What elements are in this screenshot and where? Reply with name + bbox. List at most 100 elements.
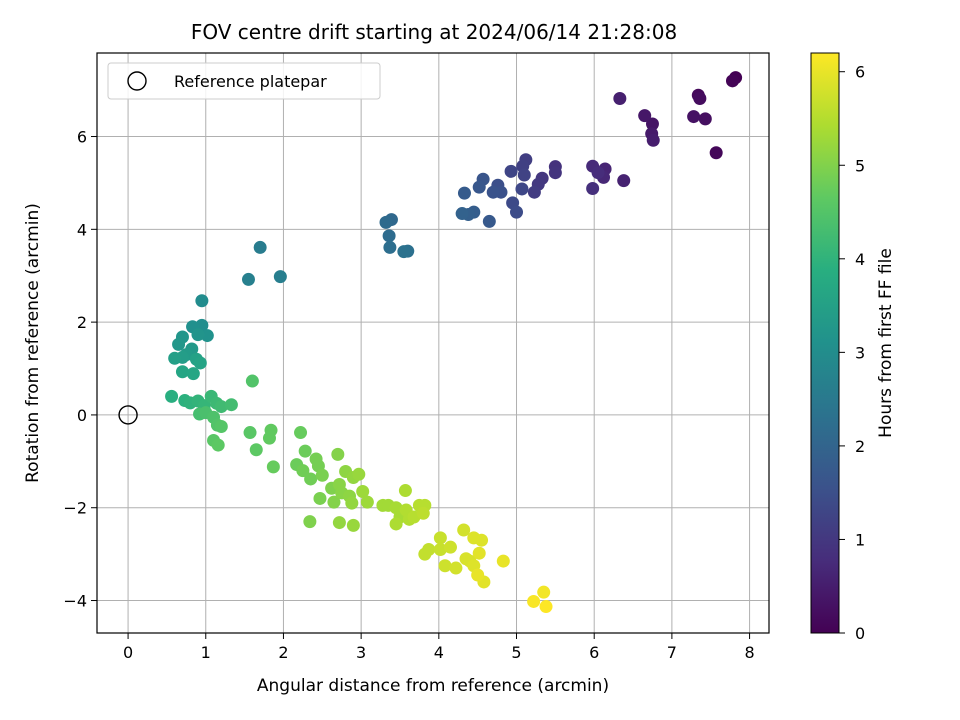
data-point [725, 74, 739, 88]
legend: Reference platepar [107, 62, 381, 100]
data-point [496, 554, 510, 568]
data-points [118, 71, 743, 614]
data-point [613, 91, 627, 105]
x-tick-label: 2 [278, 643, 288, 662]
colorbar-tick-label: 1 [855, 530, 865, 549]
data-point [449, 561, 463, 575]
data-point [687, 110, 701, 124]
data-point [517, 168, 531, 182]
colorbar-tick-label: 2 [855, 437, 865, 456]
data-point [586, 181, 600, 195]
colorbar-tick-label: 3 [855, 343, 865, 362]
data-point [360, 495, 374, 509]
x-tick-label: 1 [201, 643, 211, 662]
data-point [510, 205, 524, 219]
data-point [422, 542, 436, 556]
data-point [486, 185, 500, 199]
data-point [515, 182, 529, 196]
data-point [331, 447, 345, 461]
data-point [472, 180, 486, 194]
data-point [345, 496, 359, 510]
axis-ticks: 0 1 2 3 4 5 6 7 8 −4 −2 0 2 4 6 [63, 128, 754, 662]
data-point [539, 600, 553, 614]
data-point [346, 518, 360, 532]
data-point [327, 495, 341, 509]
data-point [379, 215, 393, 229]
data-point [398, 484, 412, 498]
y-tick-label: 0 [77, 406, 87, 425]
data-point [294, 426, 308, 440]
x-axis-label: Angular distance from reference (arcmin) [257, 676, 609, 696]
data-point [165, 389, 179, 403]
x-tick-label: 3 [356, 643, 366, 662]
data-point [224, 398, 238, 412]
data-point [356, 484, 370, 498]
data-point [315, 468, 329, 482]
data-point [455, 207, 469, 221]
x-tick-label: 5 [511, 643, 521, 662]
data-point [200, 329, 214, 343]
data-point [195, 294, 209, 308]
chart-title: FOV centre drift starting at 2024/06/14 … [191, 20, 677, 44]
data-point [537, 585, 551, 599]
data-point [698, 112, 712, 126]
x-tick-label: 8 [744, 643, 754, 662]
data-point [433, 531, 447, 545]
data-point [313, 491, 327, 505]
x-tick-label: 6 [589, 643, 599, 662]
data-point [693, 91, 707, 105]
data-point [214, 420, 228, 434]
colorbar-ticks: 0 1 2 3 4 5 6 [839, 63, 865, 643]
legend-label-reference: Reference platepar [174, 72, 327, 91]
data-point [304, 472, 318, 486]
data-point [433, 542, 447, 556]
colorbar-tick-label: 6 [855, 63, 865, 82]
data-point [527, 594, 541, 608]
reference-marker [118, 405, 138, 425]
x-tick-label: 7 [667, 643, 677, 662]
data-point [443, 540, 457, 554]
plot-frame [96, 52, 770, 634]
data-point [504, 164, 518, 178]
data-point [397, 245, 411, 259]
data-point [266, 460, 280, 474]
data-point [382, 229, 396, 243]
colorbar-tick-label: 5 [855, 156, 865, 175]
data-point [617, 174, 631, 188]
y-tick-label: −4 [63, 592, 87, 611]
colorbar [810, 52, 840, 634]
data-point [548, 166, 562, 180]
data-point [298, 444, 312, 458]
data-point [482, 214, 496, 228]
data-point [332, 516, 346, 530]
y-axis-label: Rotation from reference (arcmin) [23, 203, 43, 483]
data-point [646, 133, 660, 147]
y-tick-label: 2 [77, 313, 87, 332]
data-point [472, 546, 486, 560]
colorbar-label: Hours from first FF file [876, 248, 896, 438]
y-tick-label: 6 [77, 128, 87, 147]
data-point [438, 559, 452, 573]
data-point [273, 270, 287, 284]
data-point [475, 533, 489, 547]
x-tick-label: 4 [434, 643, 444, 662]
x-tick-label: 0 [123, 643, 133, 662]
colorbar-tick-label: 4 [855, 250, 865, 269]
data-point [645, 117, 659, 131]
grid-lines [97, 53, 769, 633]
legend-marker-reference [127, 71, 147, 91]
data-point [527, 185, 541, 199]
data-point [591, 166, 605, 180]
data-point [303, 515, 317, 529]
data-point [352, 467, 366, 481]
data-point [193, 356, 207, 370]
y-tick-label: −2 [63, 499, 87, 518]
data-point [249, 443, 263, 457]
data-point [416, 506, 430, 520]
data-point [253, 240, 267, 254]
data-point [264, 423, 278, 437]
data-point [186, 367, 200, 381]
colorbar-tick-label: 0 [855, 624, 865, 643]
data-point [471, 568, 485, 582]
